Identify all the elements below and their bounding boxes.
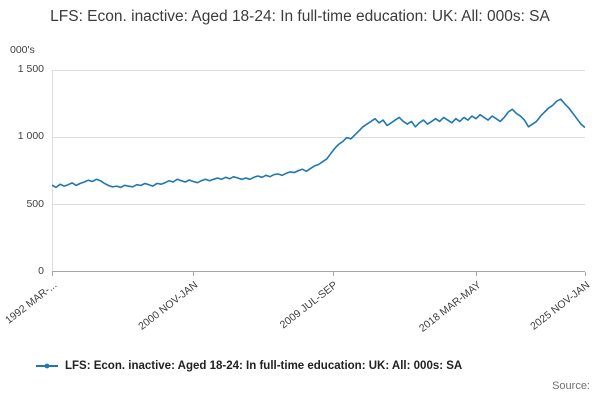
y-axis-unit-label: 000's (10, 44, 35, 56)
series-line (52, 98, 585, 189)
legend: LFS: Econ. inactive: Aged 18-24: In full… (36, 360, 462, 372)
x-tick-mark (193, 272, 195, 276)
chart-title: LFS: Econ. inactive: Aged 18-24: In full… (50, 8, 550, 25)
y-tick-label: 0 (38, 265, 44, 277)
source-label: Source: (552, 380, 590, 392)
legend-label: LFS: Econ. inactive: Aged 18-24: In full… (65, 360, 463, 372)
x-tick-label: 2000 NOV-JAN (136, 279, 201, 333)
y-tick-label: 500 (26, 198, 44, 210)
x-tick-mark (476, 272, 478, 276)
x-tick-mark (332, 272, 334, 276)
x-tick-mark (52, 272, 53, 276)
x-axis-line (52, 271, 585, 272)
legend-line-marker-icon (36, 363, 58, 369)
y-tick-label: 1 500 (17, 63, 44, 75)
x-tick-label: 2025 NOV-JAN (528, 279, 593, 333)
time-series-chart (52, 98, 585, 189)
x-tick-label: 2018 MAR-MAY (417, 279, 484, 335)
gridline-500 (52, 204, 585, 205)
x-tick-label: 2009 JUL-SEP (278, 279, 341, 332)
x-tick-mark (585, 272, 586, 276)
plot-area (52, 70, 586, 276)
y-axis-line (52, 70, 53, 272)
y-tick-label: 1 000 (17, 130, 44, 142)
gridline-1000 (52, 137, 585, 138)
x-tick-label: 1992 MAR-... (3, 279, 60, 327)
gridline-1500 (52, 70, 585, 71)
